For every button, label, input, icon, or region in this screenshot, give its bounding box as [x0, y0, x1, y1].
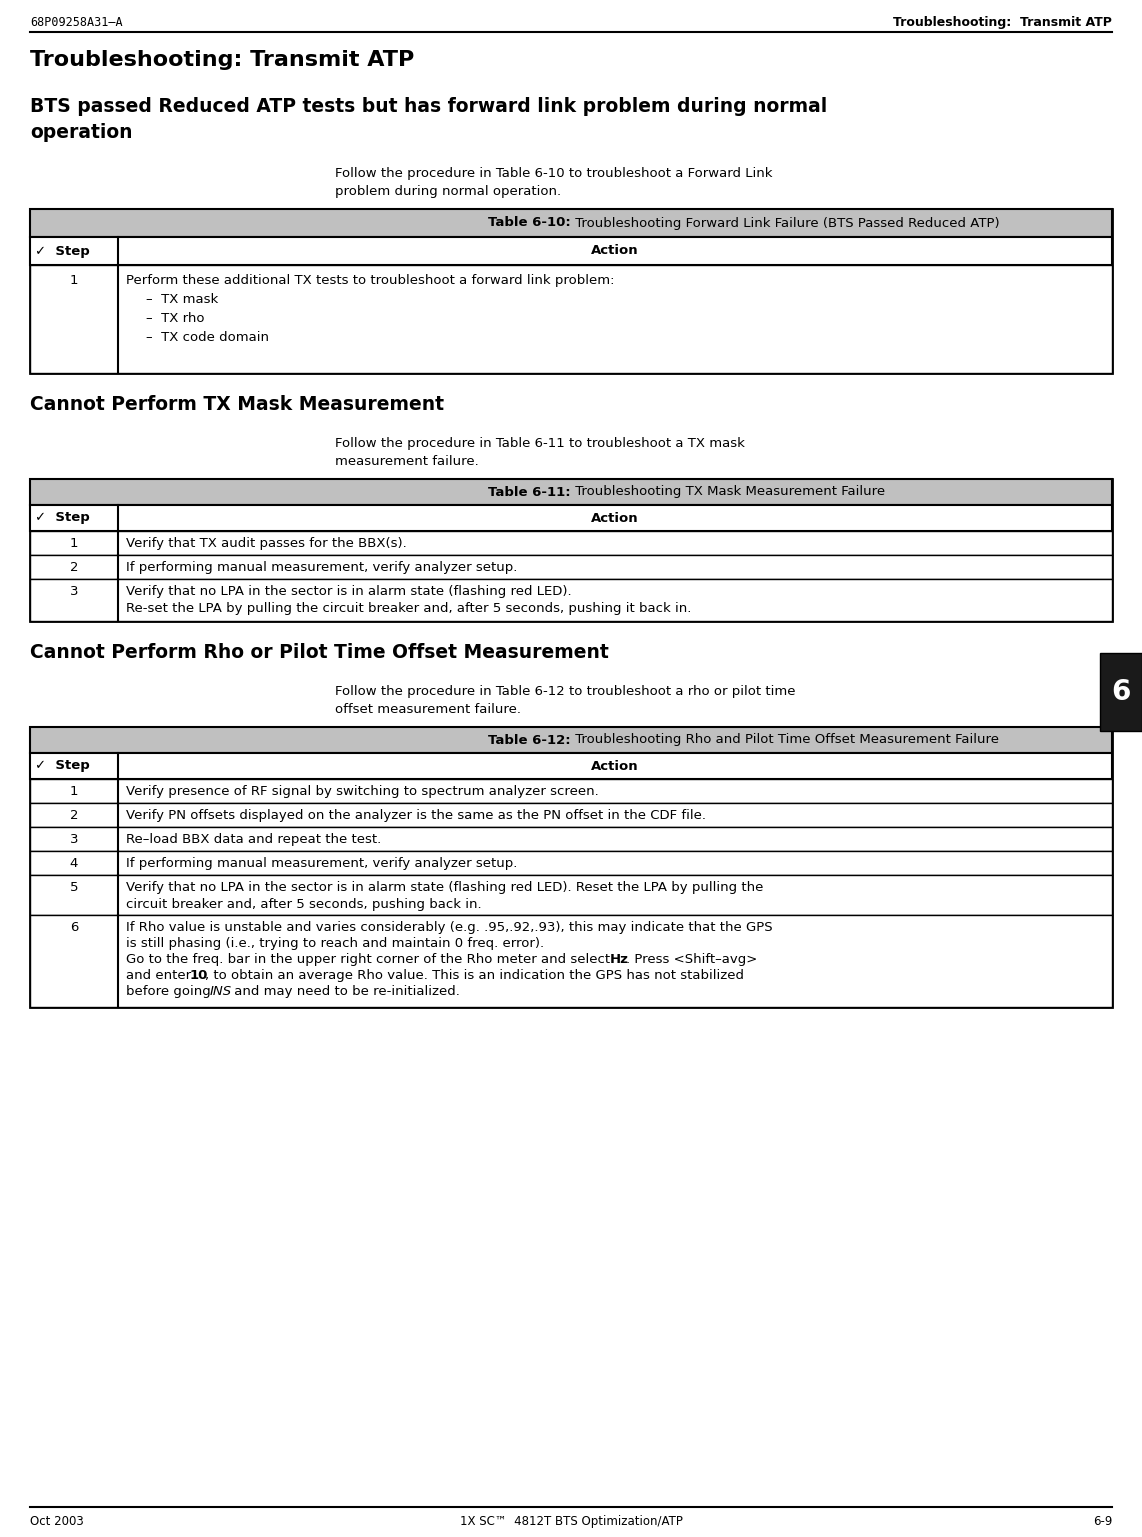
Text: Re-set the LPA by pulling the circuit breaker and, after 5 seconds, pushing it b: Re-set the LPA by pulling the circuit br… [126, 603, 691, 615]
Text: If Rho value is unstable and varies considerably (e.g. .95,.92,.93), this may in: If Rho value is unstable and varies cons… [126, 921, 773, 934]
Text: ✓  Step: ✓ Step [35, 244, 90, 258]
Text: before going: before going [126, 985, 215, 998]
Text: Table 6-12:: Table 6-12: [489, 733, 571, 747]
Text: Action: Action [592, 512, 638, 524]
Text: offset measurement failure.: offset measurement failure. [335, 702, 521, 716]
Bar [30, 480, 1112, 506]
Text: Follow the procedure in Table 6-11 to troubleshoot a TX mask: Follow the procedure in Table 6-11 to tr… [335, 437, 745, 450]
Bar [30, 851, 1112, 875]
Text: 1: 1 [70, 274, 79, 287]
Text: , to obtain an average Rho value. This is an indication the GPS has not stabiliz: , to obtain an average Rho value. This i… [206, 968, 743, 982]
Text: measurement failure.: measurement failure. [335, 455, 478, 467]
Text: operation: operation [30, 123, 132, 141]
Bar [30, 555, 1112, 579]
Bar [30, 753, 1112, 779]
Text: is still phasing (i.e., trying to reach and maintain 0 freq. error).: is still phasing (i.e., trying to reach … [126, 938, 544, 950]
Text: 3: 3 [70, 833, 79, 845]
Text: Verify that no LPA in the sector is in alarm state (flashing red LED).: Verify that no LPA in the sector is in a… [126, 586, 572, 598]
Text: Hz: Hz [610, 953, 629, 965]
Text: . Press <Shift–avg>: . Press <Shift–avg> [626, 953, 757, 965]
Text: 1: 1 [70, 536, 79, 550]
Text: Verify that no LPA in the sector is in alarm state (flashing red LED). Reset the: Verify that no LPA in the sector is in a… [126, 881, 763, 895]
Text: Verify that TX audit passes for the BBX(s).: Verify that TX audit passes for the BBX(… [126, 536, 407, 550]
Text: and may need to be re-initialized.: and may need to be re-initialized. [230, 985, 460, 998]
Bar [1100, 653, 1142, 732]
Text: If performing manual measurement, verify analyzer setup.: If performing manual measurement, verify… [126, 858, 517, 870]
Text: Go to the freq. bar in the upper right corner of the Rho meter and select: Go to the freq. bar in the upper right c… [126, 953, 614, 965]
Text: Cannot Perform Rho or Pilot Time Offset Measurement: Cannot Perform Rho or Pilot Time Offset … [30, 642, 609, 662]
Bar [30, 209, 1112, 237]
Bar [30, 779, 1112, 802]
Bar [30, 480, 1112, 621]
Text: Table 6-10:: Table 6-10: [489, 217, 571, 229]
Bar [30, 530, 1112, 555]
Text: 10: 10 [190, 968, 208, 982]
Text: 2: 2 [70, 808, 79, 822]
Text: Action: Action [592, 759, 638, 773]
Bar [30, 264, 1112, 373]
Text: 6: 6 [1111, 678, 1131, 705]
Text: –  TX rho: – TX rho [146, 312, 204, 324]
Text: If performing manual measurement, verify analyzer setup.: If performing manual measurement, verify… [126, 561, 517, 573]
Text: problem during normal operation.: problem during normal operation. [335, 184, 561, 198]
Text: Troubleshooting Rho and Pilot Time Offset Measurement Failure: Troubleshooting Rho and Pilot Time Offse… [571, 733, 999, 747]
Text: Troubleshooting TX Mask Measurement Failure: Troubleshooting TX Mask Measurement Fail… [571, 486, 885, 498]
Text: Follow the procedure in Table 6-10 to troubleshoot a Forward Link: Follow the procedure in Table 6-10 to tr… [335, 168, 772, 180]
Text: Cannot Perform TX Mask Measurement: Cannot Perform TX Mask Measurement [30, 395, 444, 413]
Text: Table 6-11:: Table 6-11: [489, 486, 571, 498]
Bar [30, 915, 1112, 1007]
Text: Troubleshooting: Transmit ATP: Troubleshooting: Transmit ATP [30, 51, 415, 71]
Text: 1X SC™  4812T BTS Optimization/ATP: 1X SC™ 4812T BTS Optimization/ATP [459, 1515, 683, 1528]
Text: 4: 4 [70, 858, 78, 870]
Text: BTS passed Reduced ATP tests but has forward link problem during normal: BTS passed Reduced ATP tests but has for… [30, 97, 827, 115]
Text: Action: Action [592, 244, 638, 258]
Text: Verify PN offsets displayed on the analyzer is the same as the PN offset in the : Verify PN offsets displayed on the analy… [126, 808, 706, 822]
Text: Perform these additional TX tests to troubleshoot a forward link problem:: Perform these additional TX tests to tro… [126, 274, 614, 287]
Text: 68P09258A31–A: 68P09258A31–A [30, 15, 122, 29]
Text: ✓  Step: ✓ Step [35, 512, 90, 524]
Bar [30, 727, 1112, 753]
Text: Troubleshooting:  Transmit ATP: Troubleshooting: Transmit ATP [893, 15, 1112, 29]
Text: 1: 1 [70, 785, 79, 798]
Text: 6: 6 [70, 921, 78, 934]
Text: circuit breaker and, after 5 seconds, pushing back in.: circuit breaker and, after 5 seconds, pu… [126, 898, 482, 911]
Bar [30, 827, 1112, 851]
Text: 3: 3 [70, 586, 79, 598]
Text: and enter: and enter [126, 968, 195, 982]
Text: –  TX code domain: – TX code domain [146, 330, 270, 344]
Text: Verify presence of RF signal by switching to spectrum analyzer screen.: Verify presence of RF signal by switchin… [126, 785, 598, 798]
Bar [30, 506, 1112, 530]
Text: –  TX mask: – TX mask [146, 294, 218, 306]
Text: INS: INS [210, 985, 232, 998]
Text: Follow the procedure in Table 6-12 to troubleshoot a rho or pilot time: Follow the procedure in Table 6-12 to tr… [335, 686, 796, 698]
Bar [30, 727, 1112, 1007]
Bar [30, 237, 1112, 264]
Bar [30, 875, 1112, 915]
Text: 6-9: 6-9 [1093, 1515, 1112, 1528]
Bar [30, 209, 1112, 373]
Text: 2: 2 [70, 561, 79, 573]
Text: Troubleshooting Forward Link Failure (BTS Passed Reduced ATP): Troubleshooting Forward Link Failure (BT… [571, 217, 999, 229]
Text: Re–load BBX data and repeat the test.: Re–load BBX data and repeat the test. [126, 833, 381, 845]
Text: ✓  Step: ✓ Step [35, 759, 90, 773]
Text: Oct 2003: Oct 2003 [30, 1515, 83, 1528]
Text: 5: 5 [70, 881, 79, 895]
Bar [30, 802, 1112, 827]
Bar [30, 579, 1112, 621]
